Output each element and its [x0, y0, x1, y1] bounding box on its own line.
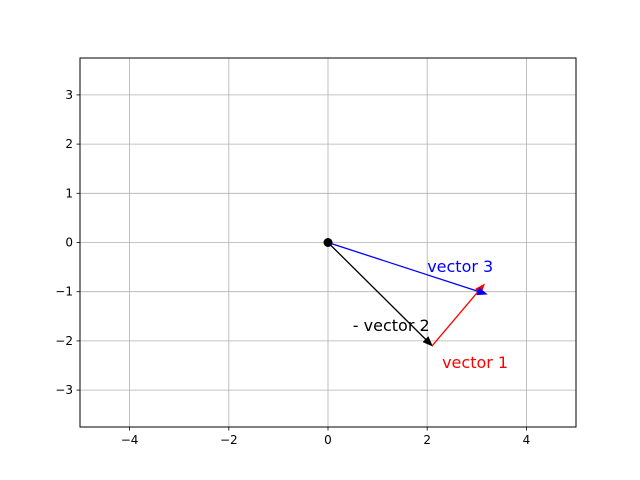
vector-arrowhead — [422, 336, 433, 347]
y-tick-label: −2 — [55, 334, 73, 348]
y-tick-label: −3 — [55, 383, 73, 397]
vector-shaft — [431, 290, 479, 347]
x-tick-label: −2 — [220, 433, 238, 447]
vector-label: vector 3 — [427, 257, 493, 276]
y-tick-label: −1 — [55, 285, 73, 299]
vector-labels: - vector 2 vector 1 vector 3 — [353, 257, 508, 372]
origin-point — [323, 238, 333, 247]
vector-label: - vector 2 — [353, 316, 430, 335]
x-tick-label: 0 — [324, 433, 332, 447]
y-tick-label: 2 — [65, 137, 73, 151]
x-tick-label: 4 — [523, 433, 531, 447]
vector-shaft — [327, 241, 479, 292]
y-tick-label: 0 — [65, 236, 73, 250]
x-tick-label: 2 — [423, 433, 431, 447]
vector-shaft — [327, 242, 427, 340]
origin-group — [323, 238, 333, 247]
vector-label: vector 1 — [442, 353, 508, 372]
vectors — [327, 241, 488, 347]
y-tick-label: 3 — [65, 88, 73, 102]
y-tick-label: 1 — [65, 186, 73, 200]
vector-arrowhead — [476, 287, 488, 296]
x-tick-label: −4 — [121, 433, 139, 447]
ticks: −4 −2 0 2 4 −3 −2 −1 0 1 2 3 — [55, 88, 530, 447]
